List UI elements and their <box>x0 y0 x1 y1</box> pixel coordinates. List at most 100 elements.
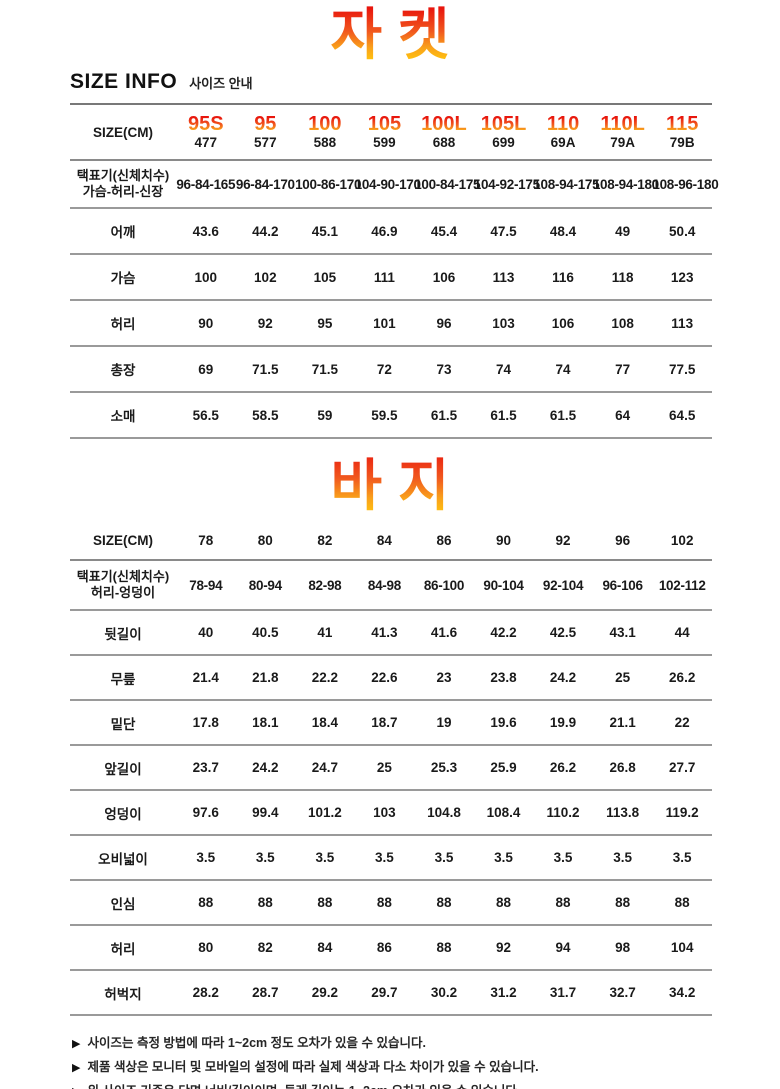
spec-value-cell: 102-112 <box>658 577 706 593</box>
measure-value-cell: 44 <box>674 625 690 640</box>
size-code: 79B <box>669 135 695 150</box>
measure-value-cell: 42.2 <box>490 625 517 640</box>
measure-value-cell: 46.9 <box>371 223 398 239</box>
size-column-header: 80 <box>257 532 273 548</box>
measure-value-cell: 18.4 <box>311 715 338 730</box>
measure-value-cell: 77 <box>615 361 631 377</box>
measure-value-cell: 3.5 <box>255 850 275 865</box>
measure-value-cell: 101.2 <box>307 805 342 820</box>
measure-value-cell: 71.5 <box>311 361 338 377</box>
measure-value-cell: 3.5 <box>315 850 335 865</box>
measure-value-cell: 45.1 <box>311 223 338 239</box>
size-code: 79A <box>610 135 635 150</box>
measure-row: 허벅지 28.2 28.7 29.2 29.7 30.2 31.2 31.7 32.7 34.2 <box>70 970 712 1015</box>
note-item: ▶ 제품 색상은 모니터 및 모바일의 설정에 따라 실제 색상과 다소 차이가 … <box>72 1056 780 1080</box>
note-text: 사이즈는 측정 방법에 따라 1~2cm 정도 오차가 있을 수 있습니다. <box>87 1036 426 1050</box>
spec-value-cell: 96-106 <box>602 577 643 593</box>
measure-value-cell: 31.2 <box>490 985 517 1000</box>
measure-value-cell: 88 <box>615 895 631 910</box>
measure-row-label: 뒷길이 <box>104 626 142 642</box>
measure-value-cell: 25.3 <box>430 760 458 775</box>
measure-row-label: 허벅지 <box>104 986 142 1002</box>
size-info-heading: SIZE INFO 사이즈 안내 <box>70 70 780 94</box>
measure-value-cell: 27.7 <box>669 760 696 775</box>
size-label: 100 <box>295 114 355 135</box>
note-text: 위 사이즈 기준은 단면 너비/길이이며, 둘레 길이는 1~2cm 오차가 있… <box>87 1084 520 1089</box>
measure-value-cell: 69 <box>198 361 214 377</box>
measure-value-cell: 98 <box>615 940 631 955</box>
measure-value-cell: 3.5 <box>672 850 692 865</box>
measure-value-cell: 103 <box>373 805 396 820</box>
size-column-header: 105L 699 <box>474 104 534 160</box>
measure-value-cell: 92 <box>495 940 512 955</box>
measure-value-cell: 21.1 <box>609 715 636 730</box>
measure-value-cell: 88 <box>436 895 452 910</box>
measure-row-label: 오비넓이 <box>98 851 148 867</box>
measure-row-label: 총장 <box>110 363 136 378</box>
spec-value-cell: 104-92-175 <box>473 176 540 192</box>
spec-row: 택표기(신체치수) 허리-엉덩이 78-94 80-94 82-98 84-98 86-10… <box>70 560 712 610</box>
spec-value-cell: 84-98 <box>367 577 401 593</box>
size-column-header: 115 79B <box>652 104 712 160</box>
size-column-header: 110 69A <box>533 104 593 160</box>
measure-value-cell: 25.9 <box>490 760 517 775</box>
spec-value-cell: 96-84-165 <box>176 176 236 192</box>
measure-value-cell: 18.7 <box>371 715 398 730</box>
measure-value-cell: 95 <box>317 315 333 331</box>
measure-value-cell: 59.5 <box>371 407 398 423</box>
note-bullet-icon: ▶ <box>72 1086 80 1089</box>
measure-value-cell: 41.3 <box>371 625 398 640</box>
spec-value-cell: 108-94-175 <box>533 176 600 192</box>
spec-value-cell: 78-94 <box>189 577 223 593</box>
notes-list: ▶ 사이즈는 측정 방법에 따라 1~2cm 정도 오차가 있을 수 있습니다. … <box>72 1032 780 1089</box>
measure-value-cell: 90 <box>198 315 214 331</box>
measure-row: 어깨 43.6 44.2 45.1 46.9 45.4 47.5 48.4 49 50.4 <box>70 208 712 254</box>
spec-value-cell: 92-104 <box>542 577 584 593</box>
measure-row-label: 허리 <box>110 941 136 957</box>
spec-value-cell: 108-96-180 <box>652 176 719 192</box>
measure-value-cell: 108.4 <box>486 805 521 820</box>
measure-value-cell: 110.2 <box>546 805 580 820</box>
measure-value-cell: 40.5 <box>252 625 279 640</box>
measure-value-cell: 26.2 <box>669 670 696 685</box>
size-label: 110 <box>533 114 593 135</box>
measure-value-cell: 71.5 <box>252 361 279 377</box>
measure-value-cell: 26.2 <box>549 760 577 775</box>
measure-value-cell: 88 <box>198 895 214 910</box>
measure-value-cell: 74 <box>555 361 571 377</box>
measure-value-cell: 3.5 <box>553 850 573 865</box>
measure-value-cell: 32.7 <box>609 985 636 1000</box>
measure-row-label: 밑단 <box>110 716 136 732</box>
spec-value-cell: 86-100 <box>423 577 465 593</box>
measure-row: 앞길이 23.7 24.2 24.7 25 25.3 25.9 26.2 26.8 27.7 <box>70 745 712 790</box>
measure-value-cell: 61.5 <box>430 407 458 423</box>
measure-value-cell: 58.5 <box>252 407 279 423</box>
measure-value-cell: 92 <box>257 315 273 331</box>
measure-value-cell: 56.5 <box>192 407 219 423</box>
measure-value-cell: 22.6 <box>371 670 398 685</box>
size-column-header: 100 588 <box>295 104 355 160</box>
measure-value-cell: 88 <box>257 895 273 910</box>
note-bullet-icon: ▶ <box>72 1062 81 1074</box>
size-label: 100L <box>414 114 474 135</box>
measure-value-cell: 22.2 <box>311 670 338 685</box>
measure-value-cell: 94 <box>555 940 571 955</box>
measure-value-cell: 72 <box>376 361 392 377</box>
size-info-label: SIZE INFO <box>70 70 178 93</box>
size-column-header: 86 <box>436 532 452 548</box>
measure-row: 엉덩이 97.6 99.4 101.2 103 104.8 108.4 110.2 113.8 1… <box>70 790 712 835</box>
size-column-header: 95 577 <box>236 104 296 160</box>
measure-value-cell: 28.7 <box>252 985 279 1000</box>
note-text: 제품 색상은 모니터 및 모바일의 설정에 따라 실제 색상과 다소 차이가 있… <box>87 1060 539 1074</box>
spec-value-cell: 80-94 <box>248 577 282 593</box>
measure-value-cell: 21.8 <box>252 670 279 685</box>
measure-value-cell: 43.1 <box>609 625 636 640</box>
measure-value-cell: 19.9 <box>549 715 577 730</box>
spec-value-cell: 82-98 <box>308 577 342 593</box>
measure-value-cell: 43.6 <box>192 223 219 239</box>
measure-value-cell: 113 <box>671 315 694 331</box>
measure-value-cell: 31.7 <box>549 985 577 1000</box>
note-item: ▶ 위 사이즈 기준은 단면 너비/길이이며, 둘레 길이는 1~2cm 오차가 … <box>72 1080 780 1089</box>
measure-value-cell: 77.5 <box>669 361 696 377</box>
